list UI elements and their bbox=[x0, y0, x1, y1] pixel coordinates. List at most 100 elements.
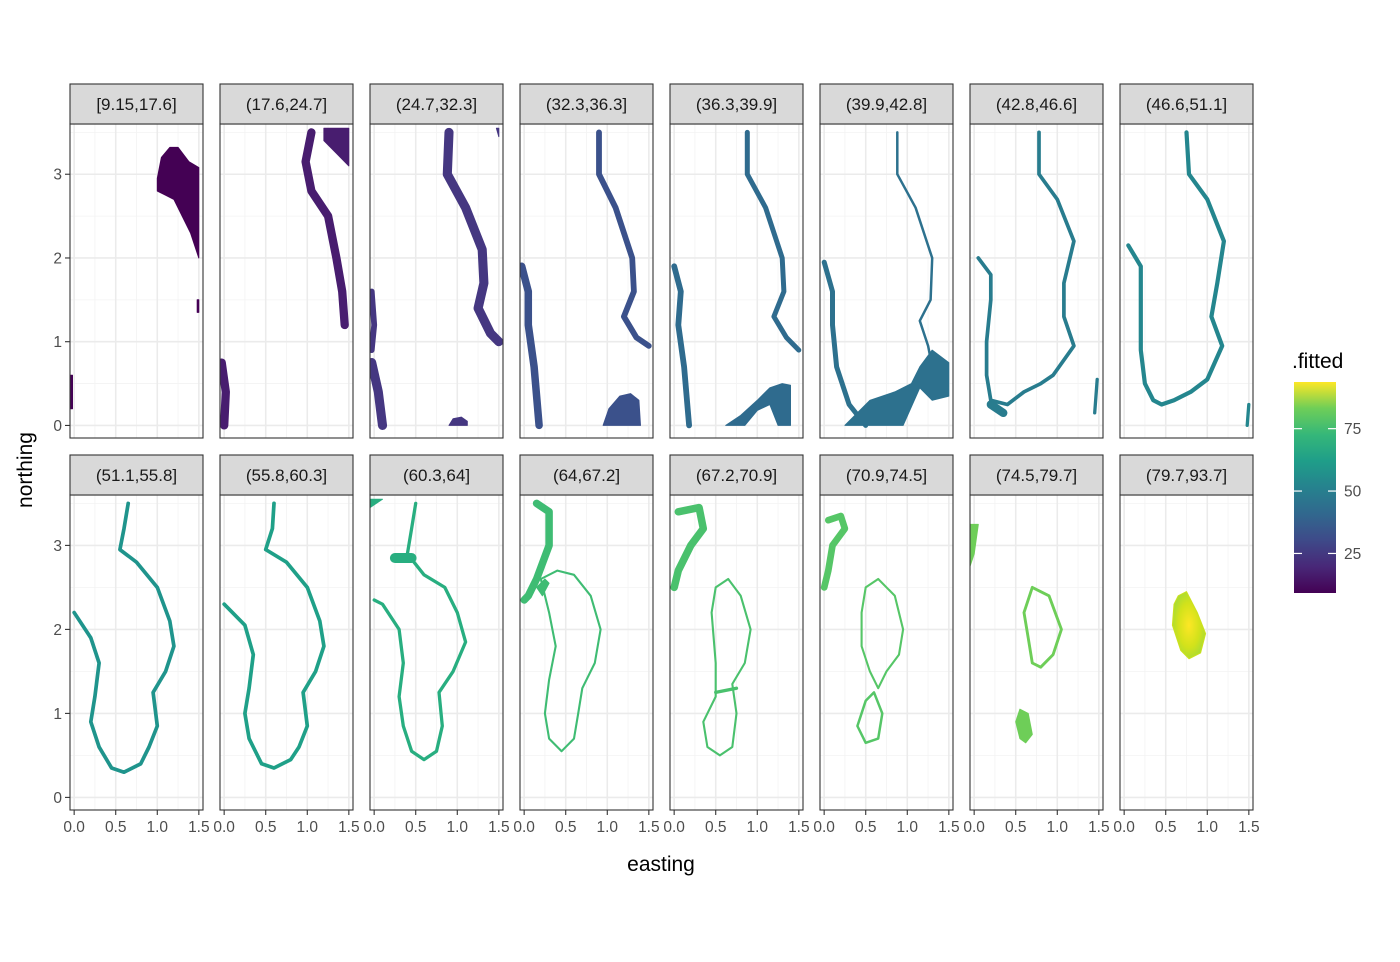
panel-grid bbox=[370, 495, 503, 810]
facet-label: (24.7,32.3] bbox=[396, 95, 477, 114]
contour-bands bbox=[976, 130, 1099, 418]
facet-strip bbox=[819, 83, 954, 125]
panel-grid bbox=[970, 124, 1103, 438]
contour-band bbox=[596, 129, 652, 349]
facet-panel: (70.9,74.5] 0.0 0.5 1.0 1.5 bbox=[813, 454, 960, 836]
contour-band bbox=[72, 501, 176, 775]
facet-label: (36.3,39.9] bbox=[696, 95, 777, 114]
facet-label: (74.5,79.7] bbox=[996, 466, 1077, 485]
contour-band bbox=[976, 130, 1076, 407]
contour-band bbox=[602, 393, 641, 426]
facet-strip bbox=[669, 83, 804, 125]
x-tick-label: 0.0 bbox=[663, 819, 685, 836]
y-tick-label: 3 bbox=[53, 538, 62, 555]
panel-grid bbox=[220, 495, 353, 810]
x-axis-title: easting bbox=[627, 853, 695, 876]
facet-label: (46.6,51.1] bbox=[1146, 95, 1227, 114]
facet-panel: (39.9,42.8] bbox=[819, 83, 954, 439]
x-tick-label: 1.5 bbox=[338, 819, 360, 836]
contour-band bbox=[986, 400, 1008, 418]
facet-panel: (36.3,39.9] bbox=[669, 83, 804, 439]
legend: .fitted 25 50 75 bbox=[1292, 350, 1362, 593]
facet-label: (42.8,46.6] bbox=[996, 95, 1077, 114]
x-tick-label: 1.5 bbox=[488, 819, 510, 836]
facet-panel: (55.8,60.3] 0.0 0.5 1.0 1.5 bbox=[213, 454, 360, 836]
facet-label: (79.7,93.7] bbox=[1146, 466, 1227, 485]
contour-band bbox=[1015, 708, 1033, 744]
facet-panel: (51.1,55.8] 0 1 2 3 0.0 0.5 1.0 1.5 bbox=[53, 454, 210, 836]
y-tick-label: 0 bbox=[53, 418, 62, 435]
contour-band bbox=[372, 501, 468, 762]
facet-panel: (60.3,64] 0.0 0.5 1.0 1.5 bbox=[363, 454, 510, 836]
legend-title: .fitted bbox=[1292, 350, 1343, 373]
contour-band bbox=[222, 501, 326, 770]
facet-panel: (17.6,24.7] bbox=[219, 83, 354, 439]
legend-colorbar bbox=[1294, 382, 1336, 593]
facet-panel: (64,67.2] 0.0 0.5 1.0 1.5 bbox=[513, 454, 660, 836]
contour-band bbox=[820, 512, 849, 591]
x-tick-label: 1.0 bbox=[1047, 819, 1069, 836]
contour-band bbox=[301, 128, 349, 330]
facet-panel: [9.15,17.6] 0 1 2 3 bbox=[53, 83, 204, 439]
contour-band bbox=[1126, 130, 1226, 407]
x-tick-label: 1.0 bbox=[747, 819, 769, 836]
facet-label: (51.1,55.8] bbox=[96, 466, 177, 485]
y-tick-label: 1 bbox=[53, 706, 62, 723]
facet-label: (32.3,36.3] bbox=[546, 95, 627, 114]
x-tick-label: 0.5 bbox=[255, 819, 277, 836]
contour-band bbox=[670, 503, 708, 592]
contour-band bbox=[520, 499, 553, 604]
facet-strip bbox=[219, 454, 354, 496]
contour-band bbox=[323, 127, 350, 167]
contour-band bbox=[220, 358, 230, 430]
y-axis-title: northing bbox=[14, 432, 37, 508]
x-tick-label: 0.5 bbox=[105, 819, 127, 836]
legend-tick-label: 25 bbox=[1344, 546, 1361, 563]
contour-band bbox=[844, 349, 950, 426]
facet-strip bbox=[969, 83, 1104, 125]
x-tick-label: 1.5 bbox=[938, 819, 960, 836]
y-tick-label: 2 bbox=[53, 622, 62, 639]
contour-band bbox=[1171, 591, 1207, 660]
facet-panel: (42.8,46.6] bbox=[969, 83, 1104, 439]
contour-bands bbox=[370, 127, 503, 430]
x-tick-label: 1.5 bbox=[638, 819, 660, 836]
contour-band bbox=[896, 131, 934, 369]
x-tick-label: 1.5 bbox=[1088, 819, 1110, 836]
panel-grid bbox=[520, 495, 653, 810]
x-tick-label: 0.5 bbox=[705, 819, 727, 836]
y-tick-label: 3 bbox=[53, 167, 62, 184]
panel-grid bbox=[1120, 495, 1253, 810]
facet-panel: (24.7,32.3] bbox=[369, 83, 504, 439]
contour-bands bbox=[1126, 130, 1251, 428]
contour-band bbox=[1245, 402, 1251, 428]
x-tick-label: 0.5 bbox=[555, 819, 577, 836]
contour-band bbox=[856, 691, 884, 745]
facet-panel: (46.6,51.1] bbox=[1119, 83, 1254, 439]
contour-band bbox=[1022, 585, 1063, 669]
contour-band bbox=[725, 383, 791, 426]
facet-label: (67.2,70.9] bbox=[696, 466, 777, 485]
contour-bands bbox=[820, 512, 905, 745]
facet-label: (55.8,60.3] bbox=[246, 466, 327, 485]
contour-bands bbox=[1171, 591, 1207, 660]
y-tick-label: 0 bbox=[53, 790, 62, 807]
facet-panels: [9.15,17.6] 0 1 2 3 (17.6,24.7] (24.7,32.3] (32… bbox=[53, 83, 1260, 836]
contour-band bbox=[442, 127, 503, 347]
x-tick-label: 1.0 bbox=[297, 819, 319, 836]
x-tick-label: 0.0 bbox=[813, 819, 835, 836]
facet-strip bbox=[819, 454, 954, 496]
panel-grid bbox=[70, 495, 203, 810]
contour-bands bbox=[520, 129, 652, 430]
contour-bands bbox=[70, 146, 200, 410]
contour-band bbox=[495, 127, 500, 138]
legend-tick-label: 50 bbox=[1344, 484, 1362, 501]
y-tick-label: 1 bbox=[53, 334, 62, 351]
contour-bands bbox=[970, 523, 1063, 744]
y-tick-label: 2 bbox=[53, 250, 62, 267]
x-tick-label: 1.0 bbox=[447, 819, 469, 836]
contour-band bbox=[671, 263, 692, 429]
contour-band bbox=[860, 577, 905, 690]
x-tick-label: 1.0 bbox=[897, 819, 919, 836]
x-tick-label: 1.5 bbox=[188, 819, 210, 836]
